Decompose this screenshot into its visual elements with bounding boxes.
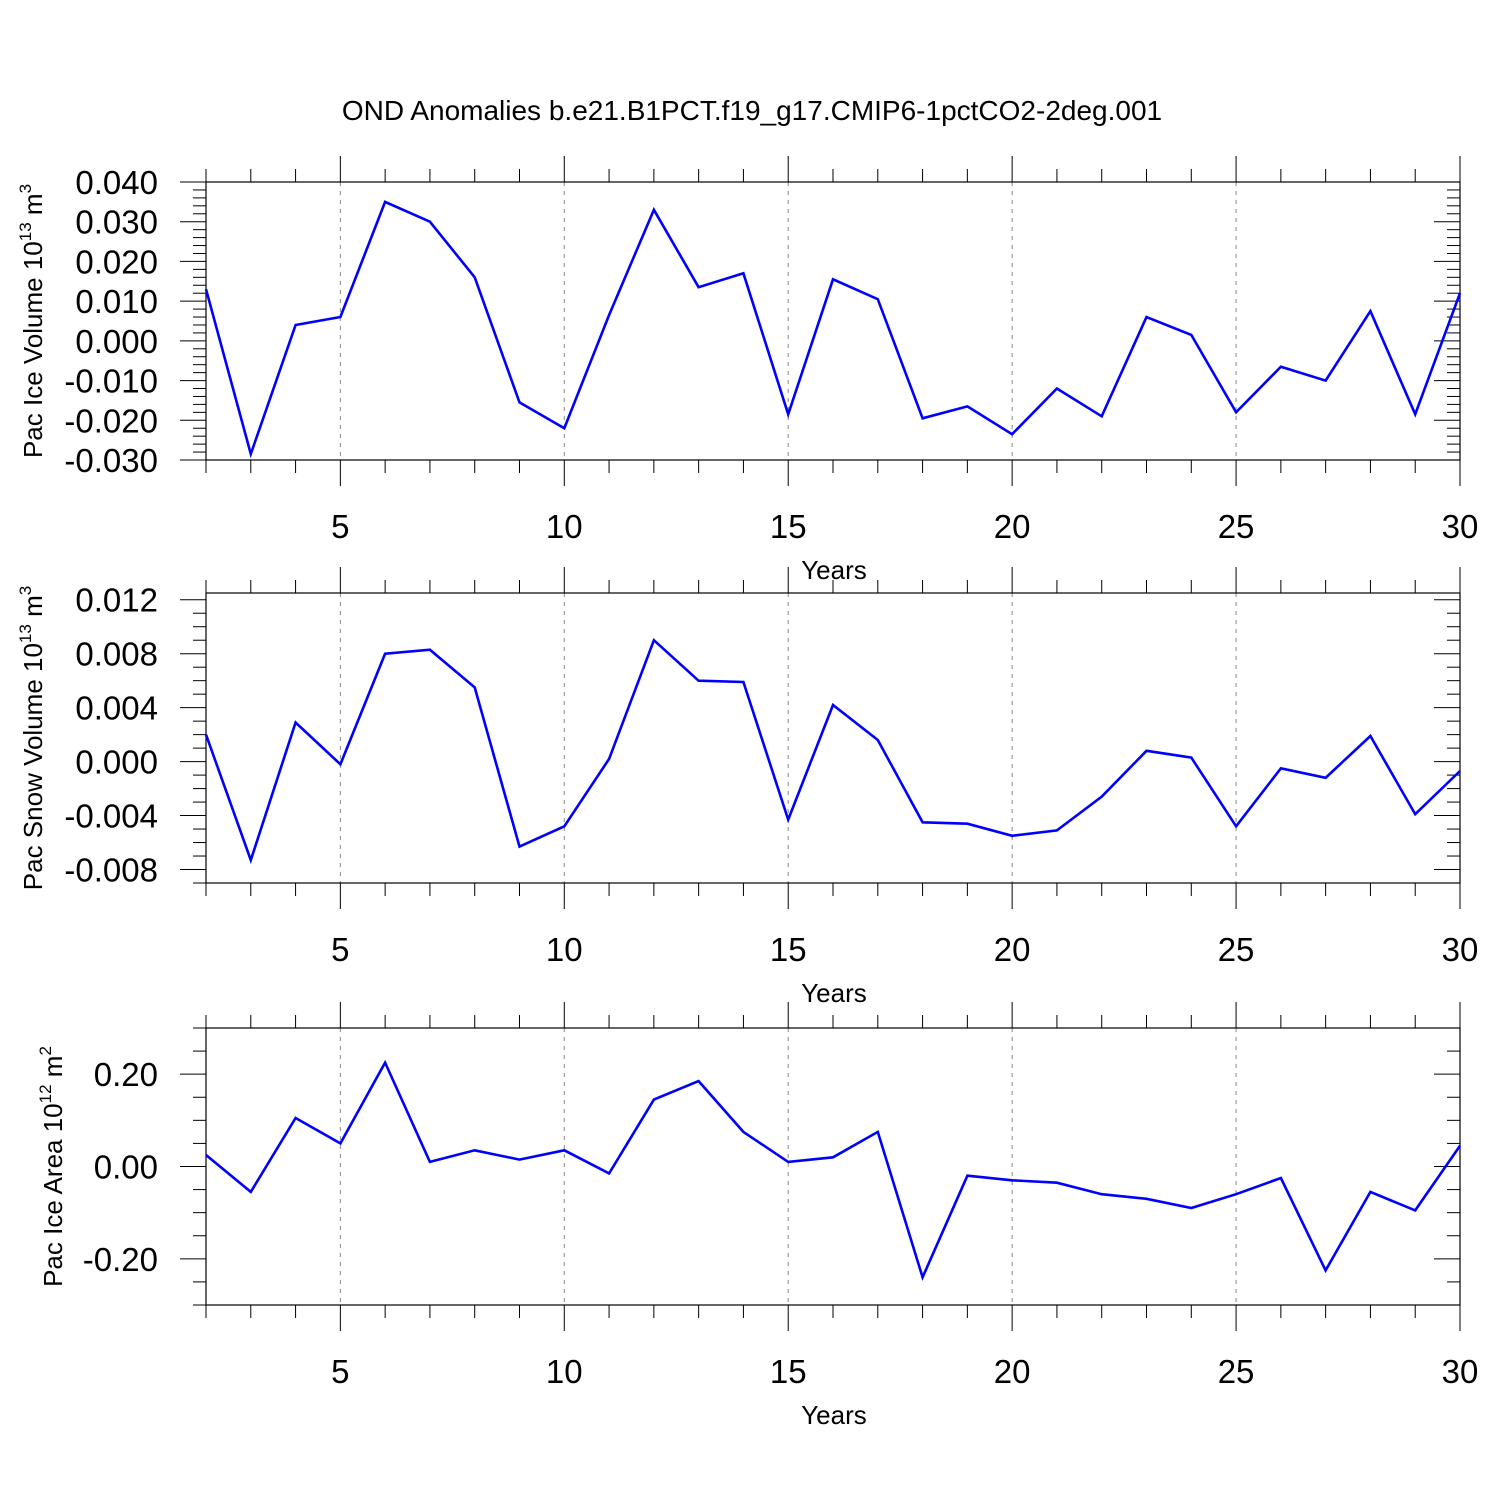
panel-2: 5 10 15 20 25 30 -0.008 -0.004 0.000 0.004 0.008 0.… — [16, 567, 1478, 1008]
y-tick-label: 0.040 — [75, 164, 158, 201]
y-tick-label: 0.000 — [75, 323, 158, 360]
y-tick-label: -0.004 — [64, 798, 158, 835]
y-axis-title-text: Pac Snow Volume 10 — [18, 643, 48, 890]
x-tick-label: 20 — [994, 931, 1031, 968]
x-tick-label: 10 — [546, 931, 583, 968]
y-tick-label: 0.004 — [75, 690, 158, 727]
x-tick-label: 30 — [1442, 931, 1479, 968]
x-tick-label: 30 — [1442, 508, 1479, 545]
x-axis-title: Years — [801, 1400, 867, 1430]
y-axis-title: Pac Snow Volume 1013 m3 — [16, 586, 48, 890]
panel-1: 5 10 15 20 25 30-0.030-0.020-0.0100.0000.0100… — [16, 156, 1478, 585]
y-tick-label: 0.030 — [75, 204, 158, 241]
x-tick-label: 5 — [331, 508, 349, 545]
y-axis-title-unit-exponent: 3 — [16, 184, 35, 193]
x-tick-label: 30 — [1442, 1353, 1479, 1390]
x-tick-label: 25 — [1218, 508, 1255, 545]
x-tick-label: 10 — [546, 1353, 583, 1390]
y-tick-label: 0.012 — [75, 582, 158, 619]
y-axis-title-exponent: 12 — [36, 1084, 55, 1103]
y-axis-title: Pac Ice Area 1012 m2 — [36, 1046, 68, 1287]
y-axis-title-text: Pac Ice Volume 10 — [18, 241, 48, 458]
y-axis-title: Pac Ice Volume 1013 m3 — [16, 184, 48, 458]
series-line — [204, 200, 1462, 459]
y-tick-label: -0.008 — [64, 852, 158, 889]
x-tick-label: 20 — [994, 1353, 1031, 1390]
series-line — [204, 637, 1461, 865]
plot-frame — [205, 1027, 1461, 1306]
y-axis-title-exponent: 13 — [16, 624, 35, 643]
y-tick-label: 0.000 — [75, 744, 158, 781]
y-axis-title-unit-exponent: 2 — [36, 1046, 55, 1055]
y-tick-label: 0.20 — [94, 1056, 158, 1093]
x-tick-label: 5 — [331, 931, 349, 968]
x-tick-label: 20 — [994, 508, 1031, 545]
series-line — [205, 1059, 1462, 1282]
y-axis-title-unit: m — [18, 595, 48, 624]
plot-frame — [205, 181, 1461, 461]
x-tick-label: 25 — [1218, 1353, 1255, 1390]
y-tick-label: 0.010 — [75, 283, 158, 320]
y-tick-label: 0.00 — [94, 1149, 158, 1186]
x-tick-label: 5 — [331, 1353, 349, 1390]
x-tick-label: 15 — [770, 1353, 807, 1390]
y-tick-label: -0.030 — [64, 442, 158, 479]
y-axis-title-unit-exponent: 3 — [16, 586, 35, 595]
y-axis-title-exponent: 13 — [16, 222, 35, 241]
y-tick-label: -0.20 — [83, 1241, 158, 1278]
x-axis-title: Years — [801, 555, 867, 585]
y-axis-title-unit: m — [18, 193, 48, 222]
x-tick-label: 10 — [546, 508, 583, 545]
y-tick-label: -0.010 — [64, 363, 158, 400]
panel-3: 5 10 15 20 25 30 -0.20 0.00 0.20 Years Pac Ice Are… — [36, 1002, 1478, 1430]
y-axis-title-text: Pac Ice Area 10 — [38, 1103, 68, 1287]
x-tick-label: 15 — [770, 508, 807, 545]
y-tick-label: -0.020 — [64, 402, 158, 439]
y-tick-label: 0.008 — [75, 636, 158, 673]
x-tick-label: 15 — [770, 931, 807, 968]
x-axis-title: Years — [801, 978, 867, 1008]
y-tick-label: 0.020 — [75, 243, 158, 280]
chart-title: OND Anomalies b.e21.B1PCT.f19_g17.CMIP6-… — [342, 95, 1162, 126]
y-axis-title-unit: m — [38, 1056, 68, 1085]
plot-frame — [205, 592, 1461, 884]
x-tick-label: 25 — [1218, 931, 1255, 968]
